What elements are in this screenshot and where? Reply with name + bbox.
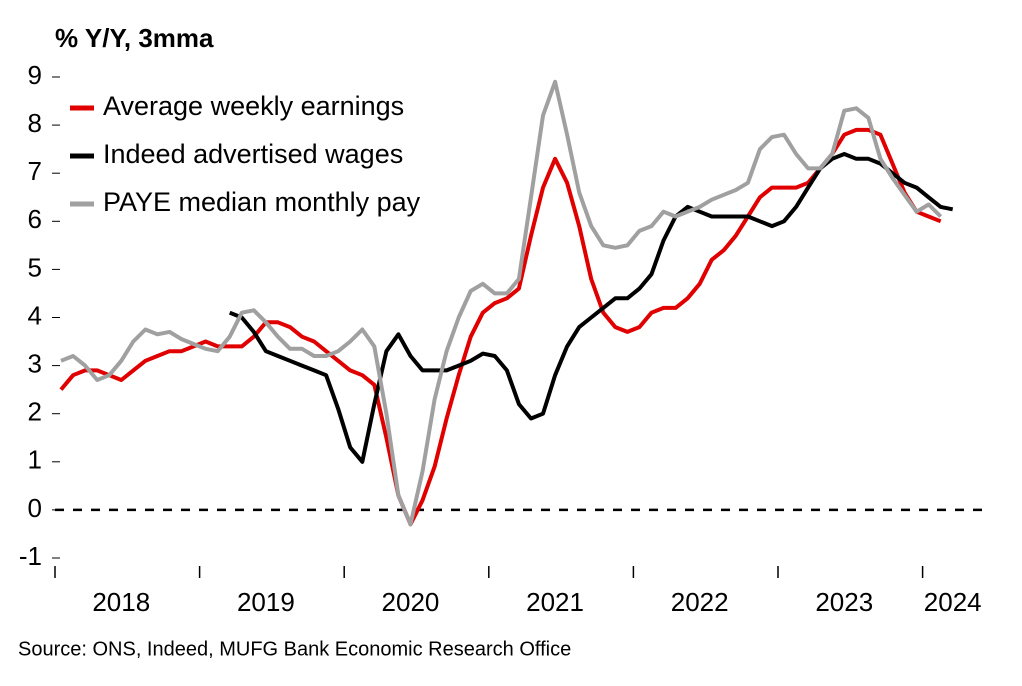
x-tick-label: 2022 — [671, 587, 729, 617]
x-tick-label: 2021 — [526, 587, 584, 617]
source-note: Source: ONS, Indeed, MUFG Bank Economic … — [18, 638, 571, 660]
x-tick-label: 2023 — [815, 587, 873, 617]
legend-label: Indeed advertised wages — [103, 139, 403, 169]
y-tick-label: 6 — [28, 204, 42, 234]
x-tick-label: 2020 — [382, 587, 440, 617]
legend-label: PAYE median monthly pay — [103, 187, 421, 217]
x-tick-label: 2019 — [237, 587, 295, 617]
y-tick-label: 9 — [28, 60, 42, 90]
y-tick-label: -1 — [19, 541, 42, 571]
y-tick-label: 5 — [28, 252, 42, 282]
series-line — [60, 79, 943, 527]
y-tick-label: 0 — [28, 493, 42, 523]
y-tick-label: 1 — [28, 445, 42, 475]
x-tick-label: 2018 — [92, 587, 150, 617]
legend-label: Average weekly earnings — [103, 91, 404, 121]
y-tick-label: 7 — [28, 156, 42, 186]
y-tick-label: 2 — [28, 397, 42, 427]
y-tick-label: 8 — [28, 108, 42, 138]
y-tick-label: 3 — [28, 348, 42, 378]
series-line — [228, 152, 954, 464]
chart-title: % Y/Y, 3mma — [55, 23, 214, 53]
y-tick-label: 4 — [28, 300, 42, 330]
series-line — [59, 127, 942, 527]
x-tick-label: 2024 — [924, 587, 982, 617]
